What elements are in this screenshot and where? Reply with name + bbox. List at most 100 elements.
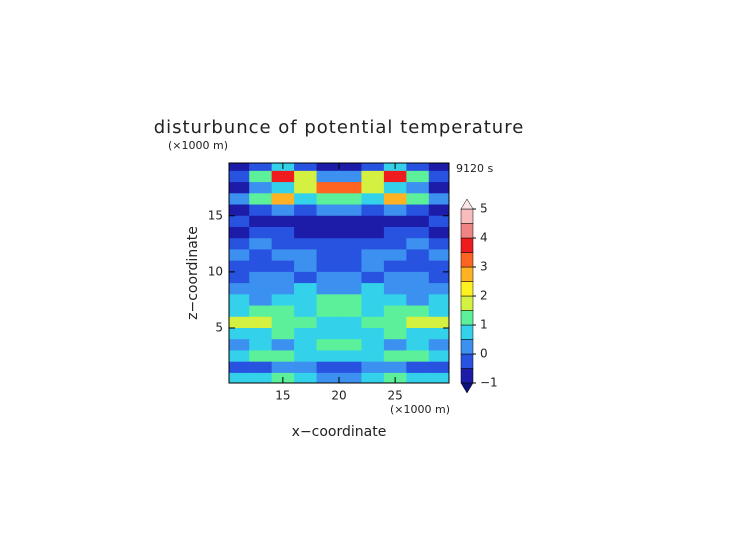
contour-cell (361, 305, 385, 318)
colorbar-band (460, 237, 474, 253)
contour-cell (229, 204, 250, 217)
contour-cell (339, 372, 362, 383)
contour-cell (229, 361, 250, 374)
time-label: 9120 s (456, 162, 493, 175)
contour-cell (361, 215, 385, 228)
contour-cell (339, 328, 362, 340)
colorbar-band (460, 353, 474, 369)
contour-cell (428, 249, 449, 262)
contour-cell (361, 182, 385, 194)
contour-cell (361, 226, 385, 239)
contour-cell (406, 226, 430, 239)
contour-cell (428, 204, 449, 217)
x-tick-label: 20 (331, 389, 346, 403)
contour-cell (294, 294, 318, 307)
contour-cell (249, 182, 273, 194)
contour-cell (428, 238, 449, 250)
contour-cell (249, 372, 273, 383)
contour-cell (383, 283, 407, 295)
contour-cell (229, 328, 250, 340)
contour-cell (294, 238, 318, 250)
contour-cell (316, 283, 340, 295)
contour-cell (271, 283, 295, 295)
contour-cell (339, 226, 362, 239)
contour-cell (406, 193, 430, 206)
contour-cell (339, 294, 362, 307)
contour-cell (339, 193, 362, 206)
contour-cell (339, 238, 362, 250)
contour-cell (316, 361, 340, 374)
contour-cell (316, 238, 340, 250)
contour-cell (316, 271, 340, 284)
contour-cell (406, 204, 430, 217)
colorbar-band (460, 252, 474, 268)
contour-cell (383, 204, 407, 217)
axes: 15 20 25 5 10 15 (208, 163, 449, 403)
contour-cell (229, 271, 250, 284)
contour-cell (249, 328, 273, 340)
contour-cell (361, 193, 385, 206)
x-tick-label: 15 (275, 389, 290, 403)
y-unit: (×1000 m) (168, 139, 228, 152)
contour-cell (428, 163, 449, 172)
contour-cell (361, 339, 385, 351)
contour-cell (361, 294, 385, 307)
contour-cell (316, 170, 340, 183)
x-unit: (×1000 m) (390, 403, 450, 416)
contour-cell (339, 215, 362, 228)
contour-cell (249, 316, 273, 329)
contour-cell (361, 316, 385, 329)
contour-cell (361, 260, 385, 273)
contour-cell (229, 226, 250, 239)
contour-cell (294, 372, 318, 383)
contour-cell (271, 204, 295, 217)
x-tick-label: 25 (387, 389, 402, 403)
colorbar-tick-label: 1 (480, 318, 488, 332)
colorbar-band (460, 339, 474, 355)
contour-cell (361, 170, 385, 183)
contour-field (229, 163, 449, 383)
contour-cell (406, 372, 430, 383)
contour-cell (229, 316, 250, 329)
contour-cell (229, 193, 250, 206)
contour-cell (294, 361, 318, 374)
contour-cell (316, 316, 340, 329)
contour-cell (249, 163, 273, 172)
contour-cell (339, 339, 362, 351)
contour-cell (383, 294, 407, 307)
contour-cell (229, 260, 250, 273)
contour-cell (361, 328, 385, 340)
contour-cell (316, 193, 340, 206)
contour-cell (406, 328, 430, 340)
contour-cell (249, 305, 273, 318)
contour-cell (271, 305, 295, 318)
y-axis-label: z−coordinate (185, 226, 201, 320)
contour-cell (383, 193, 407, 206)
contour-cell (339, 283, 362, 295)
contour-cell (249, 170, 273, 183)
contour-cell (316, 294, 340, 307)
contour-cell (249, 271, 273, 284)
contour-cell (339, 271, 362, 284)
x-axis-label: x−coordinate (292, 424, 387, 440)
contour-cell (249, 215, 273, 228)
contour-cell (294, 204, 318, 217)
contour-cell (406, 271, 430, 284)
contour-cell (383, 215, 407, 228)
contour-cell (294, 215, 318, 228)
contour-cell (361, 361, 385, 374)
contour-cell (406, 170, 430, 183)
contour-cell (383, 361, 407, 374)
contour-cell (428, 271, 449, 284)
y-tick-label: 5 (215, 321, 223, 335)
contour-cell (294, 339, 318, 351)
contour-cell (428, 260, 449, 273)
contour-cell (361, 204, 385, 217)
contour-cell (271, 238, 295, 250)
contour-cell (294, 305, 318, 318)
contour-cell (383, 238, 407, 250)
contour-cell (271, 260, 295, 273)
contour-cell (406, 283, 430, 295)
contour-cell (383, 260, 407, 273)
contour-cell (229, 215, 250, 228)
